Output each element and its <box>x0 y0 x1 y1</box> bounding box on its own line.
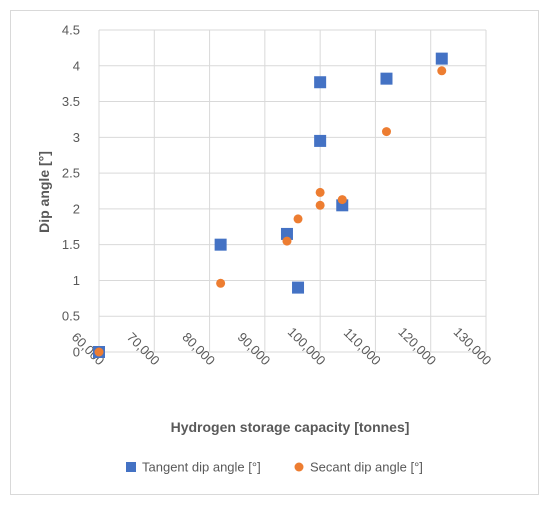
y-tick-label: 4 <box>73 58 80 73</box>
y-tick-label: 1 <box>73 273 80 288</box>
x-tick-label: 80,000 <box>179 329 218 368</box>
chart-frame <box>10 10 539 495</box>
secant-point <box>437 66 447 76</box>
secant-point <box>282 236 292 246</box>
y-tick-label: 3.5 <box>62 94 80 109</box>
x-tick-label: 110,000 <box>341 325 384 368</box>
legend: Tangent dip angle [°] Secant dip angle [°… <box>126 460 423 475</box>
tangent-point <box>292 281 305 294</box>
y-tick-label: 1.5 <box>62 237 80 252</box>
x-axis-title: Hydrogen storage capacity [tonnes] <box>171 419 410 435</box>
secant-point <box>337 195 347 205</box>
y-tick-label: 4.5 <box>62 23 80 38</box>
y-axis-title: Dip angle [°] <box>36 151 52 233</box>
legend-marker-secant <box>294 462 304 472</box>
y-tick-label: 3 <box>73 130 80 145</box>
tangent-point <box>280 227 293 240</box>
data-points <box>93 52 448 358</box>
y-tick-label: 0 <box>73 345 80 360</box>
legend-label-secant: Secant dip angle [°] <box>310 460 423 475</box>
x-tick-label: 90,000 <box>235 329 274 368</box>
secant-point <box>315 187 325 197</box>
secant-point <box>293 214 303 224</box>
legend-label-tangent: Tangent dip angle [°] <box>142 460 261 475</box>
y-tick-label: 2 <box>73 201 80 216</box>
secant-point <box>381 127 391 137</box>
tangent-point <box>435 52 448 65</box>
tangent-point <box>314 76 327 89</box>
x-tick-label: 130,000 <box>451 324 495 368</box>
secant-point <box>94 347 104 357</box>
grid-lines <box>98 29 487 353</box>
secant-point <box>315 200 325 210</box>
y-tick-label: 2.5 <box>62 166 80 181</box>
tangent-point <box>314 134 327 147</box>
tangent-point <box>214 238 227 251</box>
tangent-point <box>380 72 393 85</box>
y-axis-ticks: 0 0.5 1 1.5 2 2.5 3 3.5 4 4.5 <box>62 23 80 360</box>
y-tick-label: 0.5 <box>62 309 80 324</box>
x-tick-label: 100,000 <box>285 324 329 368</box>
x-tick-label: 120,000 <box>395 324 439 368</box>
x-tick-label: 70,000 <box>124 329 163 368</box>
legend-marker-tangent <box>126 462 136 472</box>
secant-point <box>216 278 226 288</box>
